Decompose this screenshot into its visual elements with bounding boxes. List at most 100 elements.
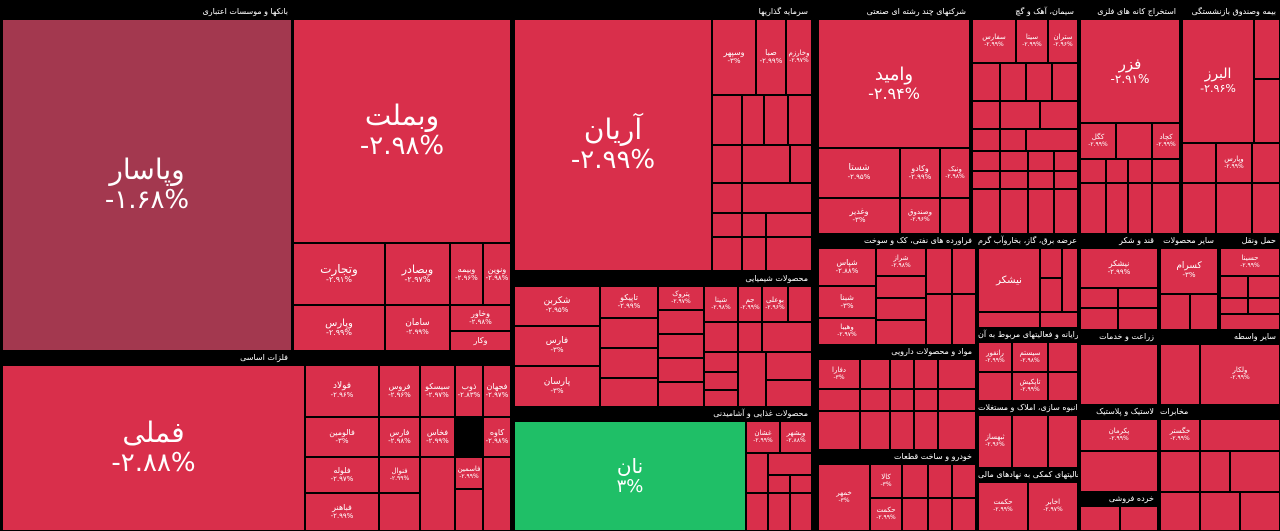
stock-tile[interactable] [914,389,938,411]
stock-tile[interactable]: وکادو -۲.۹۹% [900,148,940,198]
stock-tile[interactable] [928,464,952,498]
stock-tile[interactable] [1120,506,1158,531]
stock-tile[interactable] [1000,171,1028,189]
stock-tile[interactable] [1080,159,1106,183]
stock-tile[interactable] [860,359,890,389]
sector-header-rubber[interactable]: لاستیک و پلاستیک [1080,405,1158,419]
stock-tile[interactable] [1118,308,1158,330]
stock-tile[interactable]: سفارس -۲.۹۹% [972,19,1016,63]
stock-tile[interactable] [1128,159,1152,183]
stock-tile[interactable] [742,183,812,213]
stock-tile[interactable] [1026,63,1052,101]
stock-tile[interactable]: فجهان -۲.۹۷% [483,365,511,417]
stock-tile[interactable]: ذوب -۲.۸۳% [455,365,483,417]
stock-tile[interactable]: فارس -۳% [514,326,600,366]
stock-tile[interactable]: فملی -۲.۸۸% [2,365,305,531]
stock-tile[interactable] [712,237,742,271]
stock-tile[interactable] [1026,129,1078,151]
stock-tile[interactable]: وهیبا -۲.۹۷% [818,318,876,345]
stock-tile[interactable] [379,493,420,531]
stock-tile[interactable] [978,312,1040,328]
stock-tile[interactable]: وصندوق -۲.۹۶% [900,198,940,234]
stock-tile[interactable] [1182,143,1216,183]
stock-tile[interactable]: آریان -۲.۹۹% [514,19,712,271]
stock-tile[interactable]: خمهر -۳% [818,464,870,531]
stock-tile[interactable]: پکرمان -۲.۹۹% [1080,419,1158,451]
stock-tile[interactable] [1200,451,1230,492]
stock-tile[interactable] [1040,312,1078,328]
stock-tile[interactable]: جم -۲.۹۹% [738,286,762,322]
stock-tile[interactable] [712,183,742,213]
stock-tile[interactable]: کاوه -۲.۹۸% [483,417,511,457]
stock-tile[interactable] [790,475,812,493]
stock-tile[interactable] [1248,298,1280,314]
stock-tile[interactable] [712,95,742,145]
stock-tile[interactable]: رانفور -۲.۹۹% [978,342,1012,372]
stock-tile[interactable] [1080,183,1106,234]
stock-tile[interactable]: ستران -۲.۹۶% [1048,19,1078,63]
stock-tile[interactable]: صبا -۲.۹۹% [756,19,786,95]
stock-tile[interactable] [1160,492,1200,531]
stock-tile[interactable] [1248,276,1280,298]
stock-tile[interactable]: وکار [450,331,511,351]
stock-tile[interactable] [742,237,766,271]
stock-tile[interactable] [890,359,914,389]
stock-tile[interactable]: سیتا -۲.۹۹% [1016,19,1048,63]
sector-header-oil-products[interactable]: فراورده های نفتی، کک و سوخت [816,234,976,248]
stock-tile[interactable]: کالا -۳% [870,464,902,498]
stock-tile[interactable] [790,145,812,183]
stock-tile[interactable] [738,322,762,352]
stock-tile[interactable] [766,352,812,380]
stock-tile[interactable] [600,348,658,378]
stock-tile[interactable]: حسینا -۲.۹۹% [1220,248,1280,276]
sector-header-retail[interactable]: خرده فروشی [1080,492,1158,506]
sector-header-food[interactable]: محصولات غذایی و آشامیدنی [512,407,812,421]
stock-tile[interactable]: کگل -۲.۹۹% [1080,123,1116,159]
sector-header-other-transport[interactable]: سایر واسطه [1200,330,1280,344]
stock-tile[interactable]: غشان -۲.۹۹% [746,421,780,453]
stock-tile[interactable] [1128,183,1152,234]
stock-tile[interactable] [952,464,976,498]
stock-tile[interactable] [1062,248,1078,312]
stock-tile[interactable]: وبشهر -۲.۸۸% [780,421,812,453]
stock-tile[interactable] [704,352,738,372]
stock-tile[interactable] [738,352,766,407]
stock-tile[interactable] [1152,159,1180,183]
stock-tile[interactable] [742,145,790,183]
stock-tile[interactable] [766,237,812,271]
stock-tile[interactable]: وپاسار -۱.۶۸% [2,19,292,351]
stock-tile[interactable] [1040,248,1062,278]
stock-tile[interactable] [876,298,926,320]
stock-tile[interactable]: کسرام -۳% [1160,248,1218,294]
stock-tile[interactable] [926,248,952,294]
stock-tile[interactable] [704,322,738,352]
sector-header-investments[interactable]: سرمایه گذاریها [512,5,812,19]
sector-header-agriculture[interactable]: زراعت و خدمات [1080,330,1158,344]
stock-tile[interactable] [1080,344,1158,405]
stock-tile[interactable] [1048,415,1078,468]
stock-tile[interactable]: وسپهر -۳% [712,19,756,95]
stock-tile[interactable]: وخاور -۲.۹۸% [450,305,511,331]
stock-tile[interactable] [914,411,938,450]
stock-tile[interactable]: البرز -۲.۹۶% [1182,19,1254,143]
sector-header-auto[interactable]: خودرو و ساخت قطعات [816,450,976,464]
stock-tile[interactable] [712,213,742,237]
stock-tile[interactable] [972,63,1000,101]
stock-tile[interactable] [600,378,658,407]
sector-header-multi-industry[interactable]: شرکتهای چند رشته ای صنعتی [816,5,970,19]
stock-tile[interactable] [658,358,704,382]
stock-tile[interactable] [890,411,914,450]
sector-header-banks[interactable]: بانکها و موسسات اعتباری [0,5,292,19]
stock-tile[interactable]: وپارس -۲.۹۹% [1216,143,1252,183]
stock-tile[interactable]: ولکار -۲.۹۹% [1200,344,1280,405]
sector-header-real-estate[interactable]: انبوه سازی، املاک و مستغلات [978,401,1078,415]
stock-tile[interactable]: شپنا -۲.۹۸% [704,286,738,322]
sector-header-telecom[interactable]: مخابرات [1160,405,1190,419]
stock-tile[interactable] [1048,342,1078,372]
stock-tile[interactable] [600,318,658,348]
stock-tile[interactable] [876,320,926,345]
stock-tile[interactable]: پتروک -۲.۹۷% [658,286,704,310]
stock-tile[interactable] [1220,276,1248,298]
stock-tile[interactable] [788,286,812,322]
stock-tile[interactable] [972,171,1000,189]
